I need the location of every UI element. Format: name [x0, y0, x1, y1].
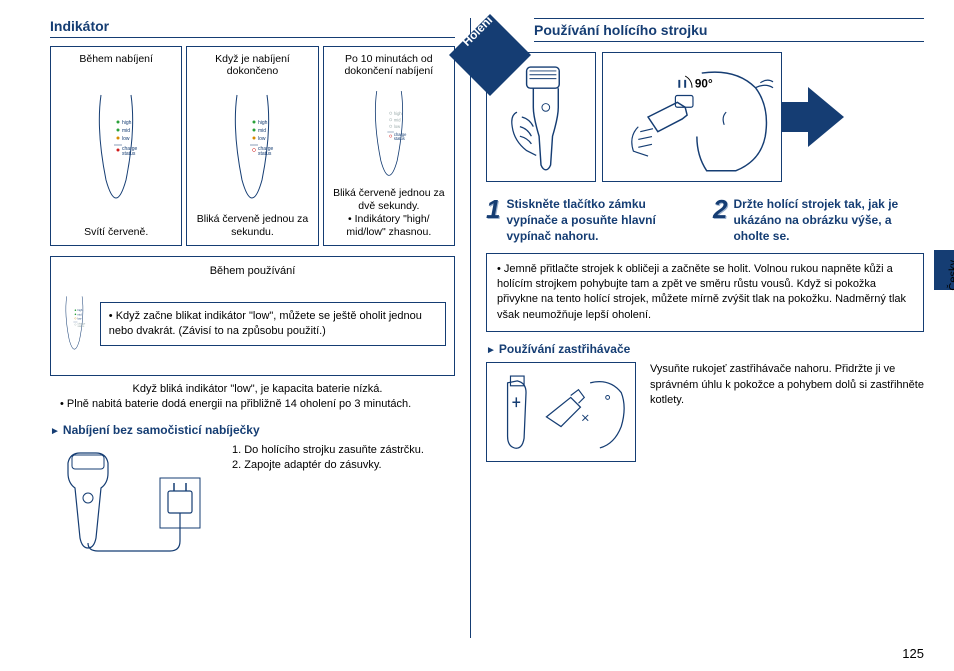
charge-row: 1. Do holícího strojku zasuňte zástrčku.… [50, 443, 455, 553]
svg-text:mid: mid [258, 128, 266, 134]
step-2: 2 Držte holící strojek tak, jak je ukázá… [713, 196, 924, 245]
svg-text:high: high [77, 308, 82, 312]
svg-text:mid: mid [122, 128, 130, 134]
usage-title: Během používání [59, 265, 446, 277]
svg-text:low: low [258, 136, 266, 142]
indicator-title: Indikátor [50, 18, 455, 38]
battery-notes: Když bliká indikátor "low", je kapacita … [60, 382, 455, 413]
illus-face: 90° [602, 52, 782, 182]
svg-text:low: low [122, 136, 130, 142]
trimmer-text: Vysuňte rukojeť zastřihávače nahoru. Při… [650, 362, 924, 408]
step-1: 1 Stiskněte tlačítko zámku vypínače a po… [486, 196, 697, 245]
face-shave-icon: 90° [609, 57, 775, 177]
big-arrow-icon [808, 87, 868, 147]
svg-text:status: status [122, 151, 136, 157]
cell-top: Během nabíjení [79, 53, 153, 65]
usage-box: Během používání high mid low chargestatu… [50, 256, 455, 376]
trimmer-row: Vysuňte rukojeť zastřihávače nahoru. Při… [486, 362, 924, 462]
indicator-table: Během nabíjení high mid low chargestatus… [50, 46, 455, 246]
svg-text:low: low [77, 316, 81, 320]
shaver-outline-icon: high mid low chargestatus [222, 90, 282, 200]
cell-bottom: Svítí červeně. [84, 226, 148, 239]
illustration-row: 90° [486, 52, 924, 182]
svg-text:mid: mid [77, 312, 82, 316]
svg-text:high: high [122, 120, 132, 126]
corner-badge: Holení [461, 8, 531, 78]
shaver-outline-icon: high mid low chargestatus [59, 277, 90, 367]
step-text: Stiskněte tlačítko zámku vypínače a posu… [506, 196, 697, 245]
step-number: 2 [713, 196, 727, 222]
svg-text:low: low [394, 124, 400, 129]
shaver-plug-icon [50, 443, 220, 553]
trimmer-heading: Používání zastřihávače [486, 342, 924, 356]
using-title: Používání holícího strojku [534, 18, 924, 42]
charge-heading: Nabíjení bez samočisticí nabíječky [50, 423, 455, 437]
step-number: 1 [486, 196, 500, 222]
left-column: Indikátor Během nabíjení high mid low ch… [50, 18, 470, 653]
page-number: 125 [902, 646, 924, 661]
shaver-outline-icon: high mid low chargestatus [86, 90, 146, 200]
cell-bottom: Bliká červeně jednou za sekundu. [191, 213, 313, 239]
charge-steps: 1. Do holícího strojku zasuňte zástrčku.… [232, 443, 424, 474]
right-column: Holení Používání holícího strojku [471, 18, 924, 653]
cell-top: Když je nabíjení dokončeno [191, 53, 313, 77]
svg-text:status: status [77, 324, 85, 328]
svg-text:high: high [394, 111, 402, 116]
illus-trimmer [486, 362, 636, 462]
language-label: Česky [948, 260, 954, 291]
full-note: • Plně nabitá baterie dodá energii na př… [60, 397, 455, 412]
indicator-cell-charging: Během nabíjení high mid low chargestatus… [50, 46, 182, 246]
low-note: Když bliká indikátor "low", je kapacita … [60, 382, 455, 397]
trimmer-use-icon [493, 367, 629, 457]
svg-text:high: high [258, 120, 268, 126]
steps-row: 1 Stiskněte tlačítko zámku vypínače a po… [486, 196, 924, 245]
cell-bottom: Bliká červeně jednou za dvě sekundy. • I… [328, 187, 450, 240]
svg-text:status: status [258, 151, 272, 157]
svg-text:status: status [394, 136, 405, 141]
indicator-cell-after10: Po 10 minutách od dokončení nabíjení hig… [323, 46, 455, 246]
cell-top: Po 10 minutách od dokončení nabíjení [328, 53, 450, 77]
step-text: Držte holící strojek tak, jak je ukázáno… [733, 196, 924, 245]
svg-text:mid: mid [394, 117, 401, 122]
shaver-outline-icon: high mid low chargestatus [359, 87, 419, 177]
tip-box: • Jemně přitlačte strojek k obličeji a z… [486, 253, 924, 333]
usage-note: • Když začne blikat indikátor "low", můž… [100, 302, 446, 346]
svg-text:90°: 90° [695, 78, 713, 91]
indicator-cell-done: Když je nabíjení dokončeno high mid low … [186, 46, 318, 246]
